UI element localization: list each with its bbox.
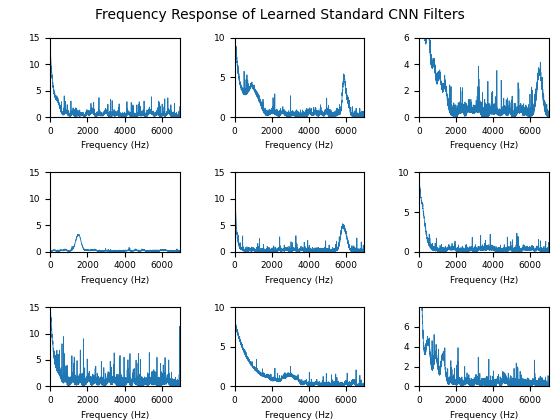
Text: Frequency Response of Learned Standard CNN Filters: Frequency Response of Learned Standard C… (95, 8, 465, 22)
X-axis label: Frequency (Hz): Frequency (Hz) (265, 276, 334, 285)
X-axis label: Frequency (Hz): Frequency (Hz) (265, 141, 334, 150)
X-axis label: Frequency (Hz): Frequency (Hz) (81, 276, 150, 285)
X-axis label: Frequency (Hz): Frequency (Hz) (450, 276, 518, 285)
X-axis label: Frequency (Hz): Frequency (Hz) (450, 411, 518, 420)
X-axis label: Frequency (Hz): Frequency (Hz) (81, 141, 150, 150)
X-axis label: Frequency (Hz): Frequency (Hz) (81, 411, 150, 420)
X-axis label: Frequency (Hz): Frequency (Hz) (265, 411, 334, 420)
X-axis label: Frequency (Hz): Frequency (Hz) (450, 141, 518, 150)
